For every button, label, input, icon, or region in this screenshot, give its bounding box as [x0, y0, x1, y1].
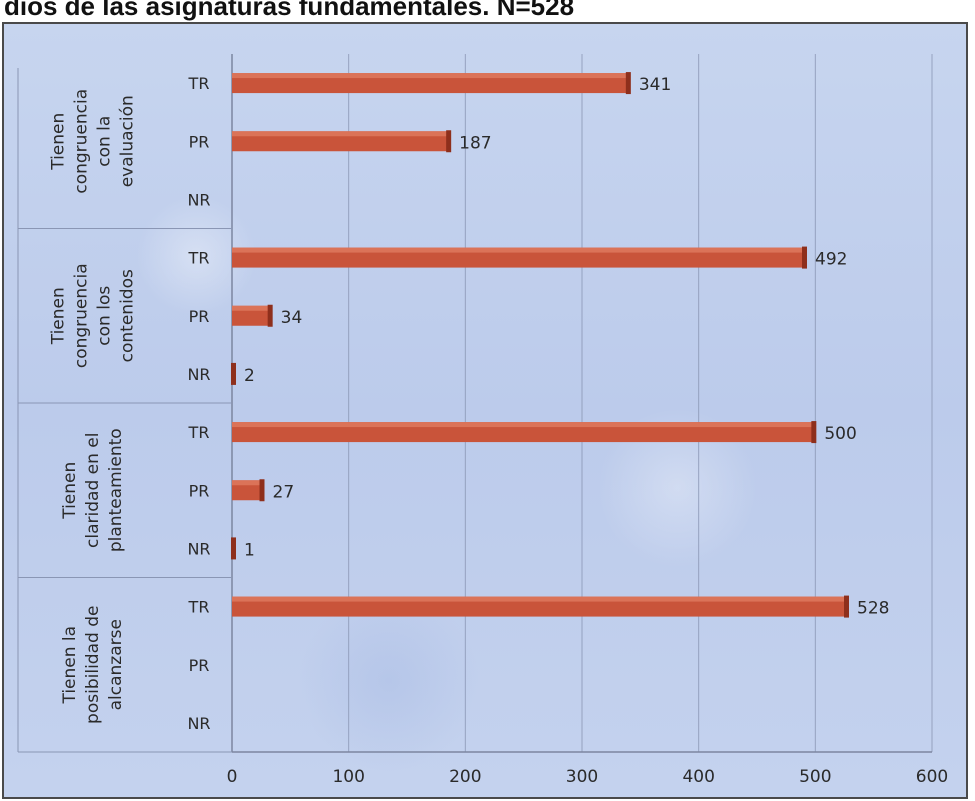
group-label-line: Tienen [60, 462, 80, 520]
category-label: NR [187, 539, 210, 558]
bar-end-cap [844, 595, 849, 618]
group-label-line: con la [95, 116, 115, 167]
group-label-line: Tienen [49, 113, 69, 171]
group-label-line: congruencia [72, 89, 92, 194]
data-label: 34 [281, 308, 303, 328]
data-label: 27 [273, 482, 295, 502]
data-label: 500 [824, 424, 856, 444]
data-label: 2 [244, 366, 255, 386]
category-label: TR [188, 74, 210, 93]
group-label-line: planteamiento [106, 428, 126, 552]
data-label: 1 [244, 540, 255, 560]
data-label: 528 [857, 599, 889, 619]
category-label: PR [189, 656, 210, 675]
bar-end-cap [446, 130, 452, 153]
bar-end-cap [625, 72, 631, 95]
category-label: PR [189, 132, 210, 151]
bar-highlight [232, 73, 630, 79]
bar-highlight [232, 305, 272, 311]
bar-end-cap [802, 246, 807, 269]
group-label-line: posibilidad de [83, 606, 103, 724]
group-label-line: congruencia [72, 263, 92, 368]
bar-highlight [232, 247, 806, 253]
group-label-line: contenidos [118, 269, 138, 362]
group-label-line: Tienen la [60, 626, 80, 705]
data-label: 341 [639, 75, 671, 95]
category-label: TR [188, 598, 210, 617]
bar-highlight [232, 596, 848, 602]
x-tick-label: 100 [332, 767, 364, 787]
group-label-line: evaluación [118, 95, 138, 187]
x-tick-label: 400 [682, 767, 714, 787]
category-label: TR [188, 249, 210, 268]
bar-end-cap [267, 304, 273, 327]
chart-frame: Tienen congruencia con la evaluación TR 341 PR… [2, 22, 968, 799]
x-tick-label: 200 [449, 767, 481, 787]
group-label-line: alcanzarse [106, 619, 126, 710]
category-label: TR [188, 423, 210, 442]
x-tick-label: 0 [227, 767, 238, 787]
bar-end-cap [231, 537, 236, 560]
group-label: Tienen la posibilidad de alcanzarse [60, 606, 126, 724]
x-tick-label: 600 [916, 767, 948, 787]
group-label: Tienen claridad en el planteamiento [60, 428, 126, 552]
bar-end-cap [231, 362, 236, 385]
bar-highlight [232, 131, 451, 137]
x-tick-label: 300 [566, 767, 598, 787]
bar-end-cap [811, 421, 817, 444]
group-label: Tienen congruencia con los contenidos [49, 263, 138, 368]
data-label: 187 [459, 133, 491, 153]
category-label: NR [187, 190, 210, 209]
group-label: Tienen congruencia con la evaluación [49, 89, 138, 194]
group-label-line: claridad en el [83, 433, 103, 548]
bar-highlight [232, 422, 816, 428]
bar-highlight [232, 480, 264, 486]
category-label: NR [187, 365, 210, 384]
group-label-line: con los [95, 286, 115, 346]
data-label: 492 [815, 250, 847, 270]
category-label: PR [189, 481, 210, 500]
category-label: NR [187, 714, 210, 733]
bar-end-cap [259, 479, 265, 502]
category-label: PR [189, 307, 210, 326]
group-label-line: Tienen [49, 287, 69, 345]
x-tick-label: 500 [799, 767, 831, 787]
page-title: dios de las asignaturas fundamentales. N… [4, 0, 575, 21]
